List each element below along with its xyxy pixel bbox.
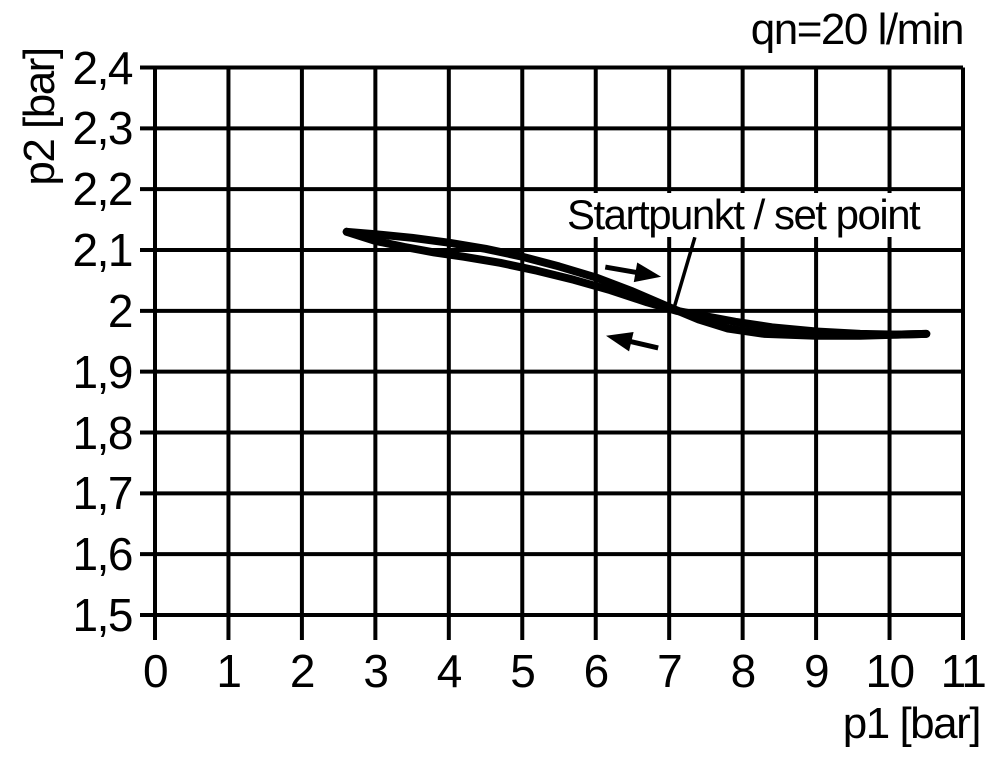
y-tick-label-1,5: 1,5: [72, 589, 134, 641]
direction-arrow-head-left: [606, 331, 634, 352]
x-tick-label-9: 9: [804, 645, 830, 697]
x-tick-label-2: 2: [289, 645, 316, 697]
y-tick-label-1,8: 1,8: [72, 406, 134, 459]
x-tick-label-1: 1: [216, 645, 242, 697]
x-axis-title: p1 [bar]: [842, 699, 982, 748]
set-point-annotation: Startpunkt / set point: [563, 193, 924, 237]
direction-arrow-head-right: [633, 262, 662, 283]
set-point-leader-line: [671, 236, 697, 313]
y-tick-label-1,7: 1,7: [72, 467, 134, 520]
flow-rate-annotation: qn=20 l/min: [750, 5, 965, 54]
x-tick-label-10: 10: [865, 645, 915, 697]
x-tick-label-0: 0: [142, 645, 169, 697]
y-tick-label-2,4: 2,4: [72, 41, 134, 94]
y-tick-label-1,6: 1,6: [72, 528, 134, 581]
x-tick-label-8: 8: [730, 645, 757, 697]
x-tick-label-3: 3: [363, 645, 389, 697]
y-tick-label-2,2: 2,2: [72, 163, 134, 216]
hysteresis-curve-right: [342, 227, 931, 340]
x-tick-label-6: 6: [583, 645, 610, 697]
direction-arrow-shaft-right: [604, 264, 642, 276]
x-tick-label-11: 11: [940, 645, 987, 697]
y-tick-label-2,3: 2,3: [72, 102, 134, 155]
x-tick-label-4: 4: [436, 645, 463, 697]
x-tick-label-5: 5: [510, 645, 536, 697]
hysteresis-curve-left: [342, 227, 931, 339]
y-tick-label-1,9: 1,9: [72, 345, 134, 398]
y-tick-label-2: 2: [107, 284, 134, 337]
y-tick-label-2,1: 2,1: [72, 224, 134, 276]
x-tick-label-7: 7: [657, 645, 683, 697]
